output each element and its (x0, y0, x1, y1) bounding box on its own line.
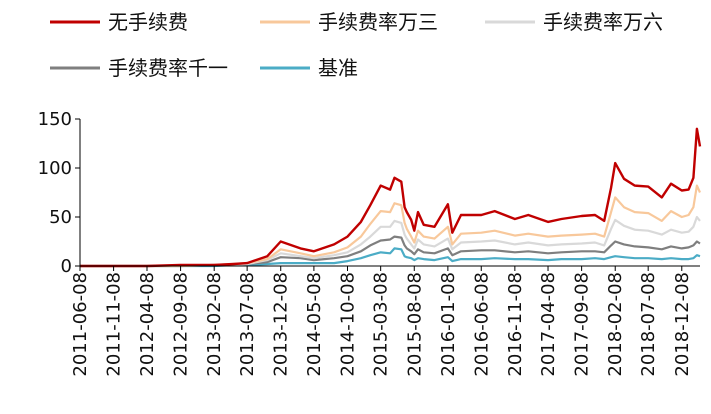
series-line-2 (80, 215, 701, 268)
x-tick-label-6: 2013-12-08 (271, 272, 292, 377)
x-tick-label-8: 2014-10-08 (338, 272, 359, 377)
x-tick-label-1: 2011-11-08 (104, 272, 125, 377)
x-tick-label-2: 2012-04-08 (137, 272, 158, 377)
x-tick-label-18: 2018-12-08 (672, 272, 693, 377)
x-tick-label-16: 2018-02-08 (605, 272, 626, 377)
x-tick-label-7: 2014-05-08 (304, 272, 325, 377)
series-layer (80, 127, 702, 268)
x-tick-label-14: 2017-04-08 (538, 272, 559, 377)
legend-label-3: 手续费率千一 (108, 56, 228, 80)
series-line-1 (80, 184, 702, 268)
x-tick-label-13: 2016-11-08 (505, 272, 526, 377)
series-line-3 (80, 235, 701, 268)
legend-label-0: 无手续费 (108, 10, 188, 34)
series-line-4 (80, 247, 701, 268)
x-tick-label-10: 2015-08-08 (404, 272, 425, 377)
x-tick-label-17: 2018-07-08 (638, 272, 659, 377)
y-tick-label-2: 100 (38, 158, 72, 179)
y-tick-label-3: 150 (38, 109, 72, 130)
x-tick-label-0: 2011-06-08 (70, 272, 91, 377)
x-tick-label-9: 2015-03-08 (371, 272, 392, 377)
y-tick-group: 0 50 100 150 (38, 109, 80, 277)
x-tick-label-11: 2016-01-08 (438, 272, 459, 377)
x-tick-label-3: 2012-09-08 (171, 272, 192, 377)
x-tick-group: 2011-06-08 2011-11-08 2012-04-08 2012-09-08… (70, 266, 693, 377)
chart-axes (79, 119, 700, 267)
y-tick-label-0: 0 (61, 256, 72, 277)
legend-label-2: 手续费率万六 (543, 10, 663, 34)
series-line-0 (80, 127, 702, 268)
x-tick-label-15: 2017-09-08 (572, 272, 593, 377)
x-tick-label-12: 2016-06-08 (471, 272, 492, 377)
x-tick-label-5: 2013-07-08 (237, 272, 258, 377)
y-tick-label-1: 50 (49, 207, 72, 228)
legend-label-4: 基准 (318, 56, 358, 80)
x-tick-label-4: 2013-02-08 (204, 272, 225, 377)
legend-label-1: 手续费率万三 (318, 10, 438, 34)
